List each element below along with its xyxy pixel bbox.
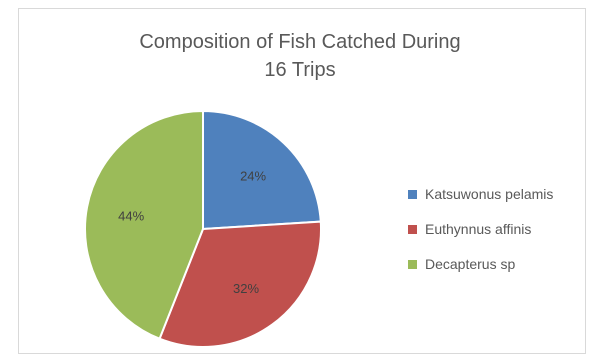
legend-item-euthynnus-affinis: Euthynnus affinis (408, 218, 553, 240)
chart-title-line-1: Composition of Fish Catched During (139, 31, 461, 53)
pie-slice-euthynnus-affinis (158, 220, 322, 348)
data-label-decapterus-sp: 44% (118, 208, 144, 223)
pie-slice-decapterus-sp (83, 109, 204, 341)
legend-swatch-decapterus-sp (408, 259, 417, 269)
data-label-euthynnus-affinis: 32% (233, 281, 259, 296)
data-label-katsuwonus-pelamis: 24% (240, 169, 266, 184)
legend-item-decapterus-sp: Decapterus sp (408, 253, 553, 275)
chart-title: Composition of Fish Catched During 16 Tr… (0, 28, 600, 84)
legend: Katsuwonus pelamis Euthynnus affinis Dec… (408, 183, 553, 288)
legend-label-decapterus-sp: Decapterus sp (425, 256, 516, 272)
pie-slice-katsuwonus-pelamis (202, 109, 322, 231)
legend-label-euthynnus-affinis: Euthynnus affinis (425, 221, 532, 237)
legend-label-katsuwonus-pelamis: Katsuwonus pelamis (425, 186, 554, 202)
legend-swatch-katsuwonus-pelamis (408, 189, 417, 199)
legend-swatch-euthynnus-affinis (408, 224, 417, 234)
chart-title-line-2: 16 Trips (264, 59, 336, 81)
legend-item-katsuwonus-pelamis: Katsuwonus pelamis (408, 183, 553, 205)
